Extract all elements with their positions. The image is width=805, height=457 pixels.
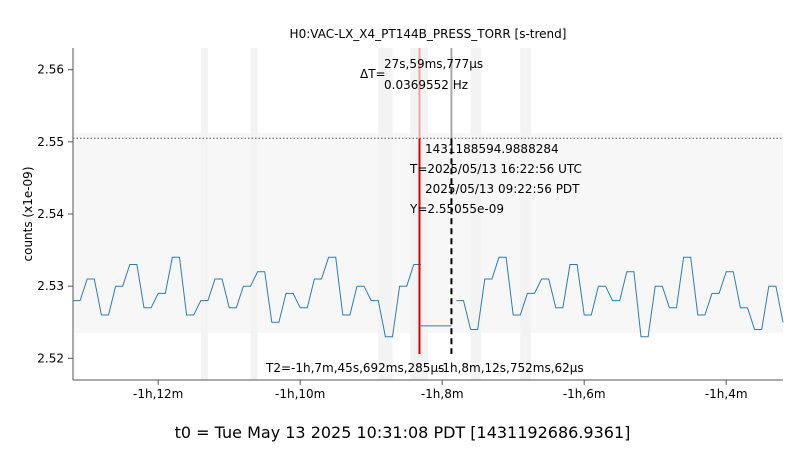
cursor-1-y-value: Y=2.55055e-09 <box>409 202 504 216</box>
cursor-2-time-label: T2=-1h,7m,45s,692ms,285µs <box>265 361 444 375</box>
vertical-band <box>520 48 531 380</box>
series-line <box>73 256 784 338</box>
y-axis-ticks: 2.52 2.53 2.54 2.55 2.56 <box>37 63 73 365</box>
delta-frequency: 0.0369552 Hz <box>384 78 468 92</box>
delta-time: 27s,59ms,777µs <box>384 57 483 71</box>
vertical-band <box>470 48 482 380</box>
y-axis-label: counts (x1e-09) <box>21 166 35 261</box>
y-tick-label: 2.54 <box>37 207 64 221</box>
vertical-band <box>250 48 258 380</box>
x-axis-ticks: -1h,12m -1h,10m -1h,8m -1h,6m -1h,4m <box>133 380 748 401</box>
delta-prefix: ΔT= <box>360 67 386 81</box>
x-tick-label: -1h,6m <box>563 387 606 401</box>
x-tick-label: -1h,12m <box>133 387 183 401</box>
t0-footer: t0 = Tue May 13 2025 10:31:08 PDT [14311… <box>174 423 631 442</box>
chart-title: H0:VAC-LX_X4_PT144B_PRESS_TORR [s-trend] <box>290 27 567 41</box>
x-tick-label: -1h,8m <box>421 387 464 401</box>
cursor-1-x-label: -1h,8m,12s,752ms,62µs <box>438 361 584 375</box>
vertical-band <box>200 48 208 380</box>
y-tick-label: 2.52 <box>37 351 64 365</box>
y-tick-label: 2.56 <box>37 63 64 77</box>
cursor-1-local-time: 2025/05/13 09:22:56 PDT <box>425 182 580 196</box>
vertical-band <box>378 48 393 380</box>
cursor-1-gps-time: 1431188594.9888284 <box>425 142 559 156</box>
x-tick-label: -1h,4m <box>705 387 748 401</box>
y-tick-label: 2.53 <box>37 279 64 293</box>
x-tick-label: -1h,10m <box>275 387 325 401</box>
y-tick-label: 2.55 <box>37 135 64 149</box>
cursor-1-utc-time: T=2025/05/13 16:22:56 UTC <box>409 162 582 176</box>
